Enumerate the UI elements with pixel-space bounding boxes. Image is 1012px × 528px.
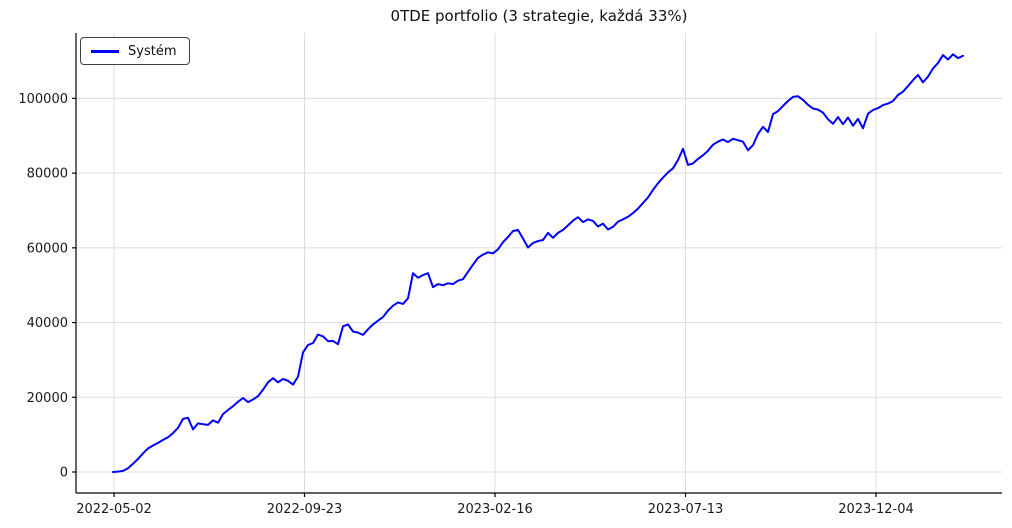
legend-box: Systém	[80, 37, 191, 65]
x-tick-label: 2023-02-16	[457, 502, 533, 517]
x-tick-label: 2023-07-13	[648, 502, 724, 517]
y-tick-label: 0	[60, 466, 68, 481]
x-tick-label: 2022-09-23	[267, 502, 343, 517]
legend-line-swatch	[91, 49, 119, 53]
y-tick-label: 100000	[18, 92, 68, 107]
y-tick-label: 40000	[27, 316, 68, 331]
x-tick-label: 2022-05-02	[76, 502, 152, 517]
y-tick-label: 80000	[27, 167, 68, 182]
y-tick-label: 20000	[27, 391, 68, 406]
y-tick-label: 60000	[27, 241, 68, 256]
legend-label: Systém	[128, 43, 177, 59]
series-line	[112, 53, 964, 473]
chart-title: 0TDE portfolio (3 strategie, každá 33%)	[390, 7, 688, 25]
x-tick-label: 2023-12-04	[838, 502, 914, 517]
